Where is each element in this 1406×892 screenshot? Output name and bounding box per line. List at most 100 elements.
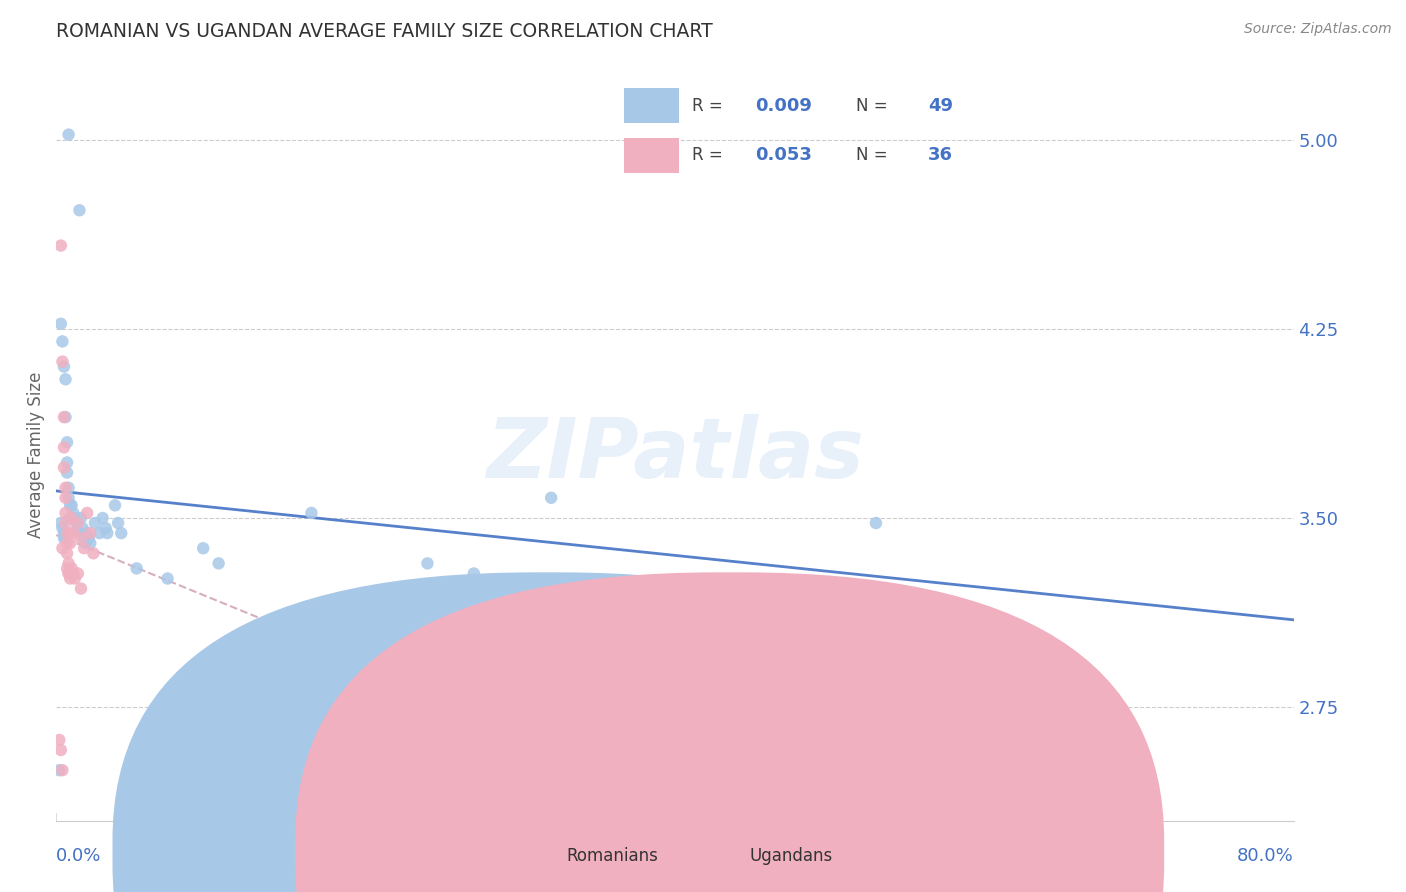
Point [60, 499, 83, 513]
Point [110, 526, 132, 541]
Point [53, 410, 76, 425]
Point [53, 526, 76, 541]
Point [55, 481, 77, 495]
Text: 80.0%: 80.0% [1237, 847, 1294, 865]
Point [67, 203, 90, 218]
Point [51, 334, 73, 349]
Point [56, 546, 79, 560]
Point [55, 372, 77, 386]
Point [94, 521, 117, 535]
Point [55, 531, 77, 545]
Point [191, 541, 215, 556]
Point [107, 516, 129, 530]
Point [58, 566, 80, 581]
Point [59, 499, 82, 513]
Point [56, 455, 79, 469]
Point [51, 763, 73, 777]
Point [72, 521, 94, 535]
Point [56, 561, 79, 575]
Point [77, 531, 100, 545]
Point [51, 521, 73, 535]
Point [96, 526, 118, 541]
Point [65, 516, 87, 530]
Text: ZIPatlas: ZIPatlas [486, 415, 863, 495]
Point [53, 359, 76, 374]
Point [55, 516, 77, 530]
Point [53, 460, 76, 475]
Point [55, 410, 77, 425]
Point [55, 491, 77, 505]
Text: R =: R = [692, 97, 728, 115]
Point [156, 572, 179, 586]
Point [58, 481, 80, 495]
Point [59, 511, 82, 525]
Text: N =: N = [856, 146, 893, 164]
Text: 0.053: 0.053 [755, 146, 811, 164]
Point [70, 582, 93, 596]
Point [79, 536, 101, 550]
Point [59, 572, 82, 586]
Point [73, 541, 96, 556]
Point [540, 491, 562, 505]
Point [51, 354, 73, 368]
Text: Romanians: Romanians [567, 847, 658, 865]
Point [56, 435, 79, 450]
Point [60, 561, 83, 575]
Point [48, 733, 70, 747]
Point [56, 536, 79, 550]
Text: 36: 36 [928, 146, 953, 164]
Point [58, 557, 80, 571]
Text: 49: 49 [928, 97, 953, 115]
Point [56, 466, 79, 480]
Point [55, 506, 77, 520]
Point [51, 541, 73, 556]
Point [62, 506, 84, 520]
Point [53, 441, 76, 455]
Y-axis label: Average Family Size: Average Family Size [27, 372, 45, 538]
Point [104, 499, 127, 513]
Bar [624, 137, 679, 173]
Point [63, 511, 86, 525]
Point [82, 546, 104, 560]
Point [48, 763, 70, 777]
Point [58, 491, 80, 505]
Point [463, 566, 485, 581]
Text: R =: R = [692, 146, 728, 164]
Text: Source: ZipAtlas.com: Source: ZipAtlas.com [1244, 22, 1392, 37]
Point [208, 557, 231, 571]
Point [49, 317, 72, 331]
Point [62, 526, 84, 541]
Text: Ugandans: Ugandans [749, 847, 832, 865]
Point [60, 511, 83, 525]
Point [301, 506, 323, 520]
Point [75, 536, 97, 550]
Point [59, 526, 82, 541]
Point [66, 566, 89, 581]
Point [89, 526, 111, 541]
Point [79, 526, 101, 541]
Text: 0.009: 0.009 [755, 97, 811, 115]
Point [49, 743, 72, 757]
Point [49, 516, 72, 530]
Point [125, 561, 148, 575]
Point [56, 526, 79, 541]
Point [58, 566, 80, 581]
Point [70, 531, 93, 545]
Point [70, 511, 93, 525]
Point [66, 524, 89, 538]
Text: N =: N = [856, 97, 893, 115]
Point [59, 536, 82, 550]
Point [76, 506, 98, 520]
Point [63, 572, 86, 586]
Text: ROMANIAN VS UGANDAN AVERAGE FAMILY SIZE CORRELATION CHART: ROMANIAN VS UGANDAN AVERAGE FAMILY SIZE … [56, 22, 713, 41]
Bar [624, 88, 679, 123]
Point [73, 531, 96, 545]
Point [49, 238, 72, 252]
Text: 0.0%: 0.0% [56, 847, 101, 865]
Point [62, 566, 84, 581]
Point [91, 511, 114, 525]
Point [66, 516, 89, 530]
Point [58, 128, 80, 142]
Point [416, 557, 439, 571]
Point [76, 526, 98, 541]
